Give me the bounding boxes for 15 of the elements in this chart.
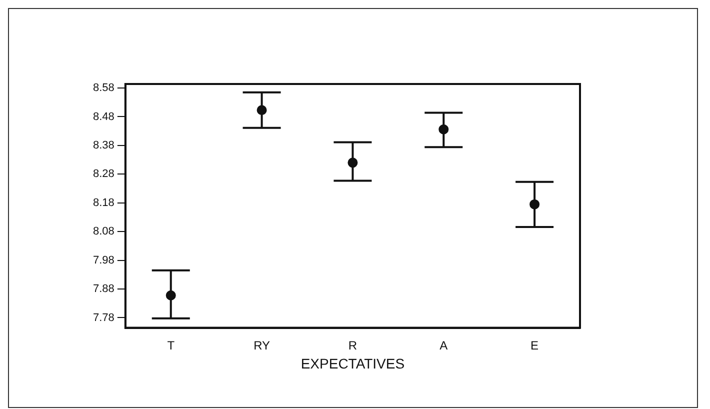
y-tick-label: 8.18 xyxy=(92,196,114,209)
y-tick-label: 7.78 xyxy=(92,312,114,324)
x-tick-label: E xyxy=(530,338,539,352)
x-tick-label: T xyxy=(167,338,176,352)
x-tick-label: R xyxy=(348,338,358,352)
x-tick-label: A xyxy=(440,338,448,352)
y-tick-label: 8.48 xyxy=(92,110,114,123)
y-tick-label: 8.58 xyxy=(92,82,114,94)
x-tick-label: RY xyxy=(254,338,270,352)
y-tick-label: 8.38 xyxy=(92,139,114,152)
y-tick-label: 8.08 xyxy=(92,226,114,238)
y-tick-label: 7.88 xyxy=(92,283,114,296)
y-tick-label: 8.28 xyxy=(92,168,114,180)
y-tick-label: 7.98 xyxy=(92,254,114,266)
x-axis-title: EXPECTATIVES xyxy=(300,355,405,372)
